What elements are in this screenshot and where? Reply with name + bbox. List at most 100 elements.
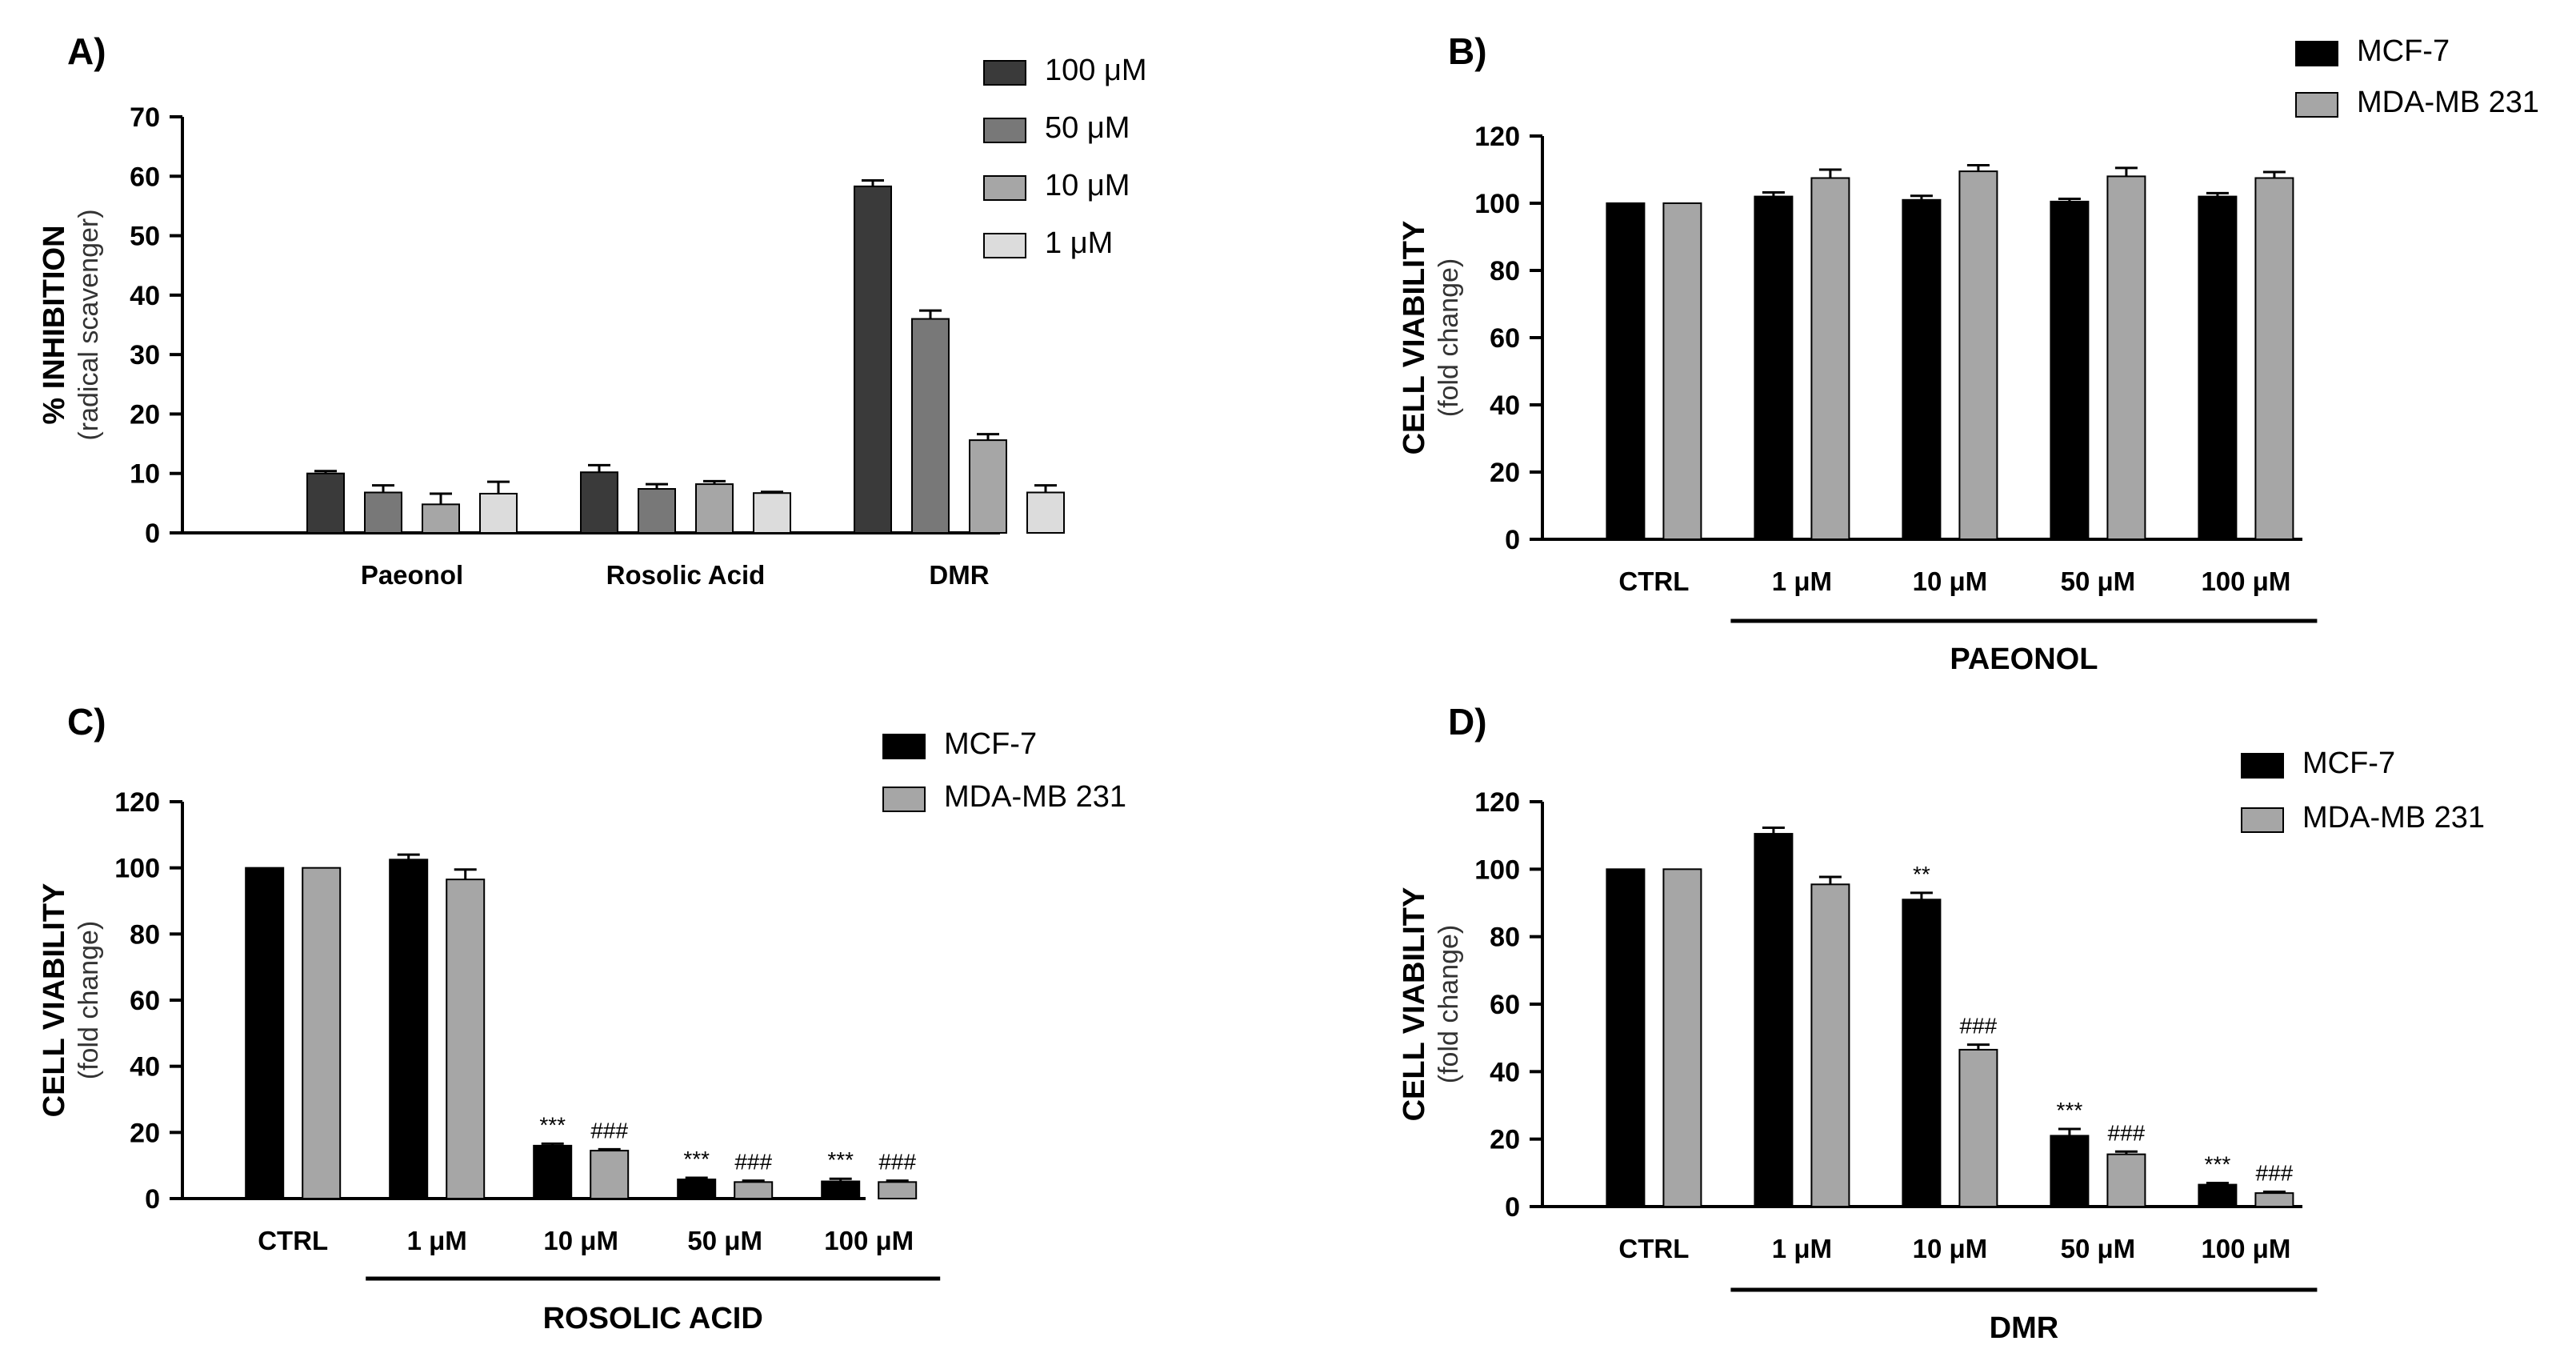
bar — [306, 472, 345, 534]
panel-b: B) 0 20 40 60 80 100 120 CELL VIABILITY (fold cha… — [1398, 30, 2539, 676]
y-tick-label: 60 — [130, 162, 160, 192]
bar — [695, 483, 734, 534]
y-tick-label: 100 — [114, 854, 160, 884]
y-axis-subtitle: (fold change) — [1434, 258, 1464, 417]
bar — [1902, 899, 1942, 1207]
x-category-label: CTRL — [258, 1226, 328, 1255]
legend-label: 10 μM — [1045, 169, 1130, 202]
x-category-label: 50 μM — [2061, 1234, 2136, 1263]
y-tick-label: 10 — [130, 459, 160, 490]
significance-label: *** — [683, 1147, 710, 1171]
bar — [2198, 1183, 2238, 1208]
y-axis-subtitle: (fold change) — [1434, 925, 1464, 1083]
x-category-label: 1 μM — [1772, 566, 1832, 596]
legend-label: MCF-7 — [2302, 747, 2395, 780]
x-category-label: 10 μM — [1913, 566, 1988, 596]
bar — [2254, 177, 2294, 540]
group-label: ROSOLIC ACID — [543, 1302, 763, 1335]
bar — [2050, 1135, 2090, 1207]
y-axis-title: CELL VIABILITY — [38, 883, 71, 1118]
panel-label: B) — [1448, 30, 1487, 72]
legend-swatch — [2241, 753, 2284, 779]
bar — [422, 503, 460, 534]
group-label: DMR — [1990, 1311, 2059, 1345]
bar — [677, 1179, 717, 1199]
x-category-label: 10 μM — [1913, 1234, 1988, 1263]
bar — [753, 492, 791, 534]
legend-label: MDA-MB 231 — [944, 780, 1126, 814]
y-tick-label: 20 — [130, 399, 160, 430]
y-tick-label: 40 — [1490, 1057, 1520, 1087]
y-axis-subtitle: (radical scavenger) — [74, 209, 104, 440]
y-tick-label: 100 — [1474, 855, 1520, 885]
bar — [1606, 868, 1646, 1208]
x-category-label: 1 μM — [407, 1226, 467, 1255]
y-tick-label: 40 — [130, 281, 160, 311]
bar — [854, 185, 892, 534]
y-tick-label: 60 — [1490, 990, 1520, 1020]
y-axis-title: % INHIBITION — [38, 225, 71, 424]
bar — [2106, 1153, 2146, 1208]
bar — [1662, 202, 1702, 540]
legend-swatch — [2295, 41, 2338, 66]
legend-label: 50 μM — [1045, 111, 1130, 145]
x-category-label: CTRL — [1618, 566, 1689, 596]
bar — [1754, 195, 1794, 540]
x-category-label: 50 μM — [687, 1226, 762, 1255]
panel-label: A) — [67, 30, 106, 72]
y-tick-label: 20 — [130, 1118, 160, 1148]
bar — [2106, 175, 2146, 540]
legend-label: 100 μM — [1045, 54, 1147, 87]
y-tick-label: 70 — [130, 102, 160, 133]
x-category-label: 50 μM — [2061, 566, 2136, 596]
panel-label: D) — [1448, 701, 1487, 743]
legend-swatch — [882, 734, 926, 759]
bar — [245, 867, 285, 1199]
bar — [580, 471, 618, 534]
y-tick-label: 0 — [1505, 1192, 1520, 1223]
bar — [1958, 170, 1998, 540]
bar — [911, 318, 950, 534]
y-tick-label: 40 — [130, 1052, 160, 1083]
x-category-label: 100 μM — [2201, 1234, 2290, 1263]
legend-swatch — [983, 175, 1026, 201]
bar — [969, 439, 1007, 534]
legend-swatch — [2295, 92, 2338, 118]
bar — [878, 1181, 918, 1200]
bar — [1026, 491, 1065, 534]
x-category-label: 10 μM — [543, 1226, 618, 1255]
legend-swatch — [2241, 807, 2284, 833]
legend-label: MCF-7 — [944, 727, 1037, 761]
bar — [590, 1150, 630, 1199]
y-tick-label: 120 — [1474, 122, 1520, 152]
bar — [364, 491, 402, 534]
y-tick-label: 80 — [1490, 256, 1520, 286]
y-tick-label: 60 — [1490, 323, 1520, 354]
y-tick-label: 20 — [1490, 458, 1520, 488]
x-category-label: 100 μM — [2201, 566, 2290, 596]
y-tick-label: 120 — [114, 787, 160, 818]
y-axis-subtitle: (fold change) — [74, 921, 104, 1079]
legend-swatch — [983, 60, 1026, 86]
bar — [1902, 198, 1942, 541]
significance-label: ### — [878, 1150, 916, 1175]
bar — [389, 859, 429, 1200]
bar — [533, 1144, 573, 1200]
x-category-label: 100 μM — [824, 1226, 914, 1255]
legend-label: MCF-7 — [2357, 34, 2450, 68]
panel-c: C) 0 20 40 60 80 100 120 CELL VIABILITY (fold cha… — [38, 701, 1126, 1335]
bar — [2254, 1192, 2294, 1207]
y-axis-title: CELL VIABILITY — [1398, 887, 1431, 1122]
y-tick-label: 80 — [130, 919, 160, 950]
significance-label: ** — [1913, 862, 1930, 887]
bar — [2050, 200, 2090, 540]
y-tick-label: 0 — [145, 518, 160, 549]
x-category-label: 1 μM — [1772, 1234, 1832, 1263]
bar — [302, 867, 342, 1199]
y-tick-label: 0 — [1505, 525, 1520, 555]
y-tick-label: 60 — [130, 986, 160, 1016]
legend-label: MDA-MB 231 — [2357, 86, 2539, 119]
y-tick-label: 120 — [1474, 787, 1520, 818]
bar — [1958, 1048, 1998, 1208]
